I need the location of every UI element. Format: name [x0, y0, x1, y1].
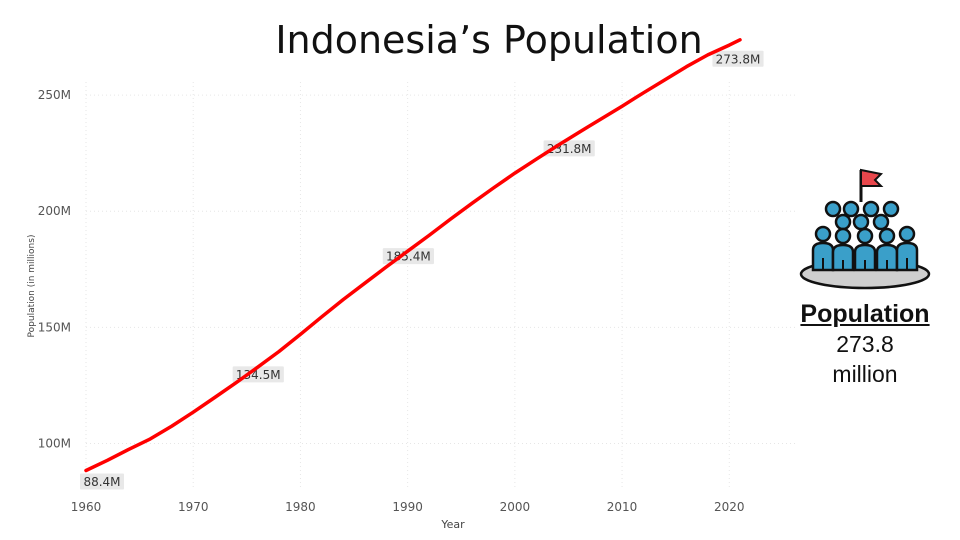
data-label: 134.5M — [232, 366, 284, 383]
y-tick-label: 150M — [38, 320, 71, 334]
population-line-chart: 100M 150M 200M 250M 1960 1970 1980 1990 2000 201… — [27, 38, 795, 531]
data-label-box — [712, 50, 764, 67]
x-axis-ticks: 1960 1970 1980 1990 2000 2010 2020 — [71, 500, 745, 514]
x-tick-label: 2000 — [500, 500, 531, 514]
data-label: 273.8M — [712, 50, 764, 67]
x-tick-label: 1990 — [392, 500, 423, 514]
population-unit: million — [832, 361, 898, 387]
population-series-line — [84, 38, 742, 473]
x-tick-label: 1960 — [71, 500, 102, 514]
y-tick-label: 100M — [38, 437, 71, 451]
y-axis-label: Population (in millions) — [27, 235, 37, 338]
population-label: Population — [800, 300, 930, 328]
y-tick-label: 200M — [38, 204, 71, 218]
data-label-box — [232, 366, 284, 383]
population-summary-card: Population 273.8 million — [780, 162, 950, 389]
y-tick-label: 250M — [38, 88, 71, 102]
x-tick-label: 2010 — [607, 500, 638, 514]
crowd-with-flag-icon — [799, 168, 931, 290]
population-value: 273.8 — [836, 331, 894, 357]
x-tick-label: 1980 — [285, 500, 316, 514]
data-label-text: 273.8M — [716, 52, 761, 66]
data-label-text: 88.4M — [83, 475, 120, 489]
data-label-text: 134.5M — [236, 368, 281, 382]
x-axis-label: Year — [440, 518, 465, 531]
chart-title: Indonesia’s Population — [275, 18, 703, 62]
x-tick-label: 2020 — [714, 500, 745, 514]
grid-lines — [85, 82, 795, 490]
data-label: 88.4M — [80, 473, 124, 490]
data-label-box — [80, 473, 124, 490]
x-tick-label: 1970 — [178, 500, 209, 514]
y-axis-ticks: 100M 150M 200M 250M — [38, 88, 71, 450]
